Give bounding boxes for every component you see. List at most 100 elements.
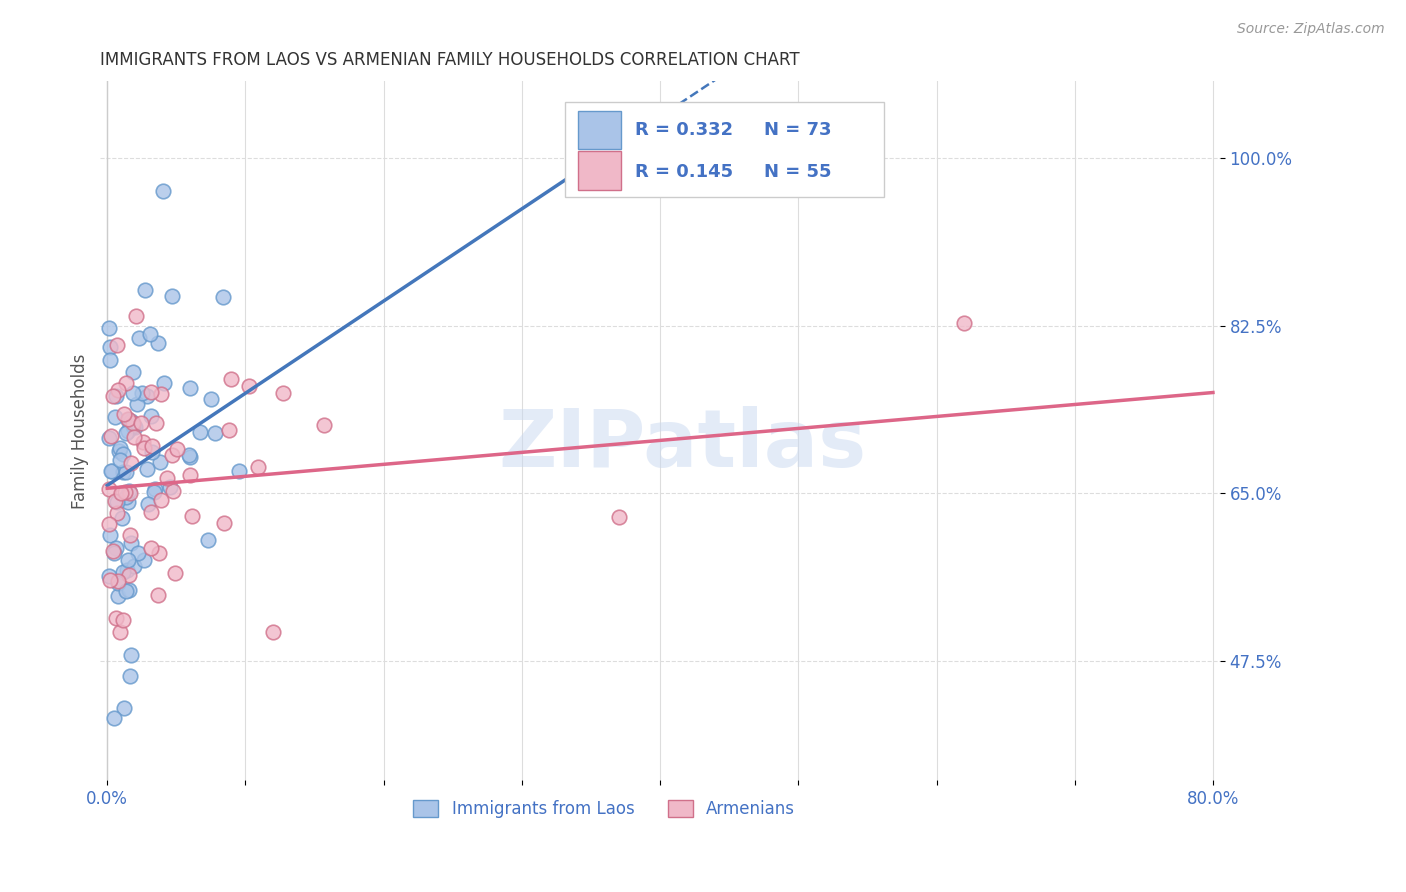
Point: [159, 480, 181, 494]
Point: [104, 494, 127, 508]
Point: [105, 541, 128, 555]
Point: [139, 506, 162, 520]
Point: [125, 397, 148, 411]
Point: [148, 455, 170, 469]
Point: [212, 516, 235, 530]
Point: [197, 533, 219, 548]
Point: [212, 290, 235, 304]
Point: [104, 388, 127, 402]
Point: [122, 558, 145, 573]
Point: [143, 482, 166, 496]
Point: [118, 484, 141, 499]
Point: [97, 431, 120, 445]
Point: [118, 528, 141, 542]
Point: [112, 565, 135, 579]
Point: [108, 444, 131, 458]
Point: [120, 535, 142, 549]
Text: N = 73: N = 73: [765, 120, 832, 138]
Point: [139, 385, 162, 400]
Point: [98, 527, 121, 541]
Point: [134, 441, 156, 455]
Point: [118, 669, 141, 683]
Point: [117, 413, 139, 427]
Point: [107, 576, 129, 591]
Point: [607, 510, 630, 524]
Point: [156, 471, 179, 485]
Point: [100, 429, 122, 443]
Point: [146, 336, 169, 351]
Point: [121, 419, 143, 434]
Point: [105, 506, 128, 520]
Point: [179, 381, 201, 395]
Point: [238, 379, 260, 393]
Text: R = 0.145: R = 0.145: [636, 162, 734, 180]
Point: [118, 567, 141, 582]
Text: IMMIGRANTS FROM LAOS VS ARMENIAN FAMILY HOUSEHOLDS CORRELATION CHART: IMMIGRANTS FROM LAOS VS ARMENIAN FAMILY …: [100, 51, 800, 69]
Point: [98, 516, 121, 531]
Point: [98, 574, 121, 588]
Point: [108, 624, 131, 639]
Point: [146, 588, 169, 602]
Point: [103, 546, 125, 560]
Point: [117, 412, 139, 426]
Point: [97, 482, 120, 496]
Point: [97, 569, 120, 583]
Point: [246, 459, 269, 474]
Point: [111, 614, 134, 628]
Text: ZIPatlas: ZIPatlas: [498, 406, 866, 483]
Point: [98, 320, 121, 334]
Point: [115, 584, 138, 599]
Point: [105, 338, 128, 352]
Legend: Immigrants from Laos, Armenians: Immigrants from Laos, Armenians: [406, 793, 801, 824]
Point: [142, 484, 165, 499]
Point: [219, 372, 242, 386]
Point: [122, 365, 145, 379]
Point: [112, 700, 135, 714]
Point: [100, 464, 122, 478]
Point: [117, 495, 139, 509]
Point: [150, 386, 173, 401]
Point: [131, 386, 153, 401]
Point: [112, 407, 135, 421]
Text: N = 55: N = 55: [765, 162, 832, 180]
Point: [101, 464, 124, 478]
Point: [135, 389, 157, 403]
Point: [141, 409, 163, 424]
Point: [127, 546, 149, 560]
Point: [117, 553, 139, 567]
Point: [179, 467, 201, 482]
Point: [138, 497, 160, 511]
Point: [204, 426, 226, 441]
Point: [114, 425, 136, 440]
Point: [104, 611, 127, 625]
Point: [166, 442, 188, 457]
Bar: [578, 111, 621, 149]
Point: [152, 376, 174, 390]
Point: [98, 340, 121, 354]
Point: [115, 563, 138, 577]
Point: [150, 493, 173, 508]
Point: [111, 465, 134, 479]
Point: [107, 384, 129, 398]
Point: [179, 448, 201, 462]
Point: [128, 331, 150, 345]
Point: [179, 450, 201, 464]
Point: [125, 309, 148, 323]
Point: [120, 456, 142, 470]
Point: [188, 425, 211, 439]
Point: [141, 439, 163, 453]
Point: [152, 185, 174, 199]
Point: [141, 445, 163, 459]
Point: [122, 386, 145, 401]
Point: [101, 389, 124, 403]
Point: [122, 430, 145, 444]
Point: [139, 541, 162, 555]
Point: [107, 589, 129, 603]
Point: [108, 453, 131, 467]
Text: R = 0.332: R = 0.332: [636, 120, 734, 138]
Point: [105, 495, 128, 509]
Point: [136, 461, 159, 475]
Y-axis label: Family Households: Family Households: [72, 353, 89, 508]
Point: [271, 386, 294, 401]
Point: [124, 419, 146, 434]
